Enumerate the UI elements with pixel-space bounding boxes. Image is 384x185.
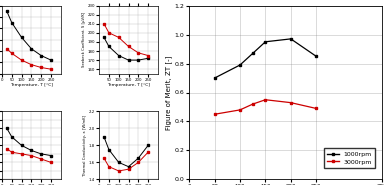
Y-axis label: Thermal Conductivity, κ [W/mK]: Thermal Conductivity, κ [W/mK]	[83, 115, 87, 176]
X-axis label: Temperature, T [°C]: Temperature, T [°C]	[10, 83, 53, 87]
Y-axis label: Figure of Merit, ZT [-]: Figure of Merit, ZT [-]	[165, 55, 172, 130]
Y-axis label: Seebeck Coefficient, S [μV/K]: Seebeck Coefficient, S [μV/K]	[82, 12, 86, 67]
X-axis label: Temperature, T [°C]: Temperature, T [°C]	[107, 83, 150, 87]
Legend: 1000rpm, 3000rpm: 1000rpm, 3000rpm	[324, 148, 375, 168]
